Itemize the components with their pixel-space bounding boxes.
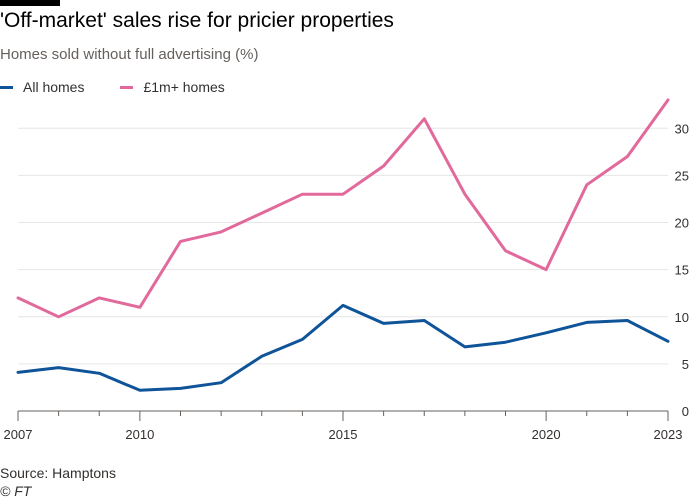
legend-swatch-all-homes	[0, 85, 13, 89]
y-tick-label-20: 20	[675, 216, 689, 231]
x-tick-label-2010: 2010	[125, 427, 154, 442]
legend-label-million-homes: £1m+ homes	[143, 79, 225, 95]
legend-label-all-homes: All homes	[23, 79, 85, 95]
series-line-million-homes	[16, 98, 670, 319]
chart-subtitle: Homes sold without full advertising (%)	[0, 46, 259, 63]
legend-swatch-million-homes	[120, 85, 134, 89]
y-tick-label-10: 10	[675, 310, 689, 325]
chart-legend: All homes £1m+ homes	[0, 78, 261, 96]
x-tick-label-2007: 2007	[4, 427, 33, 442]
series-line-all-homes	[16, 303, 670, 392]
legend-item-all-homes: All homes	[0, 79, 84, 95]
y-tick-label-0: 0	[682, 404, 689, 419]
ft-brand-bar	[0, 0, 60, 6]
legend-item-million-homes: £1m+ homes	[120, 79, 225, 95]
y-tick-label-30: 30	[675, 121, 689, 136]
chart-source: Source: Hamptons	[0, 465, 116, 481]
x-tick-label-2015: 2015	[329, 427, 358, 442]
y-tick-label-5: 5	[682, 357, 689, 372]
x-tick-label-2023: 2023	[654, 427, 683, 442]
y-tick-label-25: 25	[675, 168, 689, 183]
chart-credit: © FT	[0, 483, 32, 499]
x-tick-label-2020: 2020	[532, 427, 561, 442]
chart-title: 'Off-market' sales rise for pricier prop…	[0, 9, 394, 32]
y-tick-label-15: 15	[675, 263, 689, 278]
